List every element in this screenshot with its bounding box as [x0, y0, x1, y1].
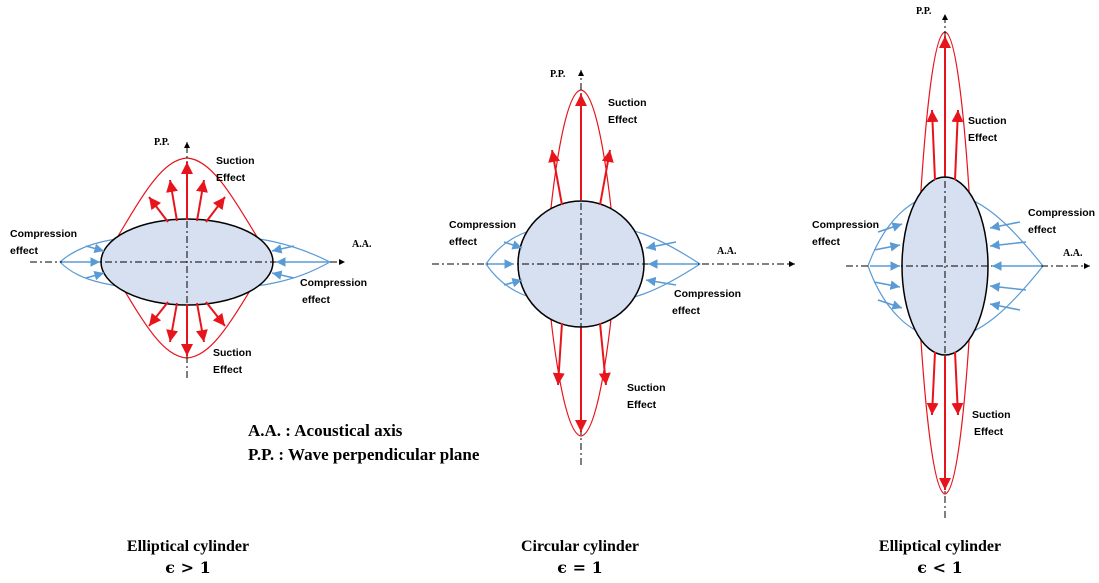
compression-label-right-2: effect [1028, 224, 1057, 236]
panel-elliptical-wide: P.P. A.A. Suction Effect Suction Effect … [10, 137, 372, 378]
compression-label-left: Compression [10, 228, 77, 240]
caption-eps-3: ϵ < 1 [917, 558, 962, 577]
compression-label-left: Compression [449, 219, 516, 231]
suction-label-top: Suction [608, 97, 647, 109]
suction-label-bottom: Suction [972, 409, 1011, 421]
aa-label: A.A. [352, 239, 372, 250]
suction-arrows [926, 36, 964, 490]
legend-aa: A.A. : Acoustical axis [248, 421, 403, 440]
caption-title-2: Circular cylinder [521, 538, 639, 555]
pp-label: P.P. [550, 69, 566, 80]
compression-label-left-2: effect [812, 236, 841, 248]
suction-label-top-2: Effect [968, 132, 998, 144]
compression-label-left-2: effect [449, 236, 478, 248]
pp-label: P.P. [154, 137, 170, 148]
suction-label-bottom-2: Effect [974, 426, 1004, 438]
suction-label-bottom-2: Effect [213, 364, 243, 376]
compression-label-right-2: effect [672, 305, 701, 317]
suction-label-top: Suction [968, 115, 1007, 127]
compression-arrows [488, 240, 698, 288]
aa-label: A.A. [1063, 248, 1083, 259]
pp-label: P.P. [916, 6, 932, 17]
caption-title-3: Elliptical cylinder [879, 538, 1001, 555]
suction-label-top: Suction [216, 155, 255, 167]
suction-label-bottom-2: Effect [627, 399, 657, 411]
suction-label-bottom: Suction [627, 382, 666, 394]
panel-elliptical-tall: P.P. A.A. Suction Effect Suction Effect … [812, 6, 1095, 518]
compression-label-right: Compression [1028, 207, 1095, 219]
compression-label-left: Compression [812, 219, 879, 231]
suction-arrows [548, 94, 614, 432]
caption-eps-1: ϵ > 1 [165, 558, 210, 577]
compression-arrows [62, 243, 328, 281]
legend: A.A. : Acoustical axis P.P. : Wave perpe… [248, 421, 480, 464]
compression-label-right: Compression [300, 277, 367, 289]
compression-label-right-2: effect [302, 294, 331, 306]
suction-label-bottom: Suction [213, 347, 252, 359]
caption-eps-2: ϵ = 1 [557, 558, 602, 577]
compression-label-right: Compression [674, 288, 741, 300]
caption-title-1: Elliptical cylinder [127, 538, 249, 555]
suction-arrows [148, 162, 226, 356]
suction-label-top-2: Effect [608, 114, 638, 126]
suction-label-top-2: Effect [216, 172, 246, 184]
compression-arrows [870, 221, 1041, 311]
captions: Elliptical cylinder ϵ > 1 Circular cylin… [127, 538, 1001, 577]
panel-circular: P.P. A.A. Suction Effect Suction Effect … [432, 69, 795, 465]
compression-label-left-2: effect [10, 245, 39, 257]
legend-pp: P.P. : Wave perpendicular plane [248, 445, 480, 464]
aa-label: A.A. [717, 246, 737, 257]
